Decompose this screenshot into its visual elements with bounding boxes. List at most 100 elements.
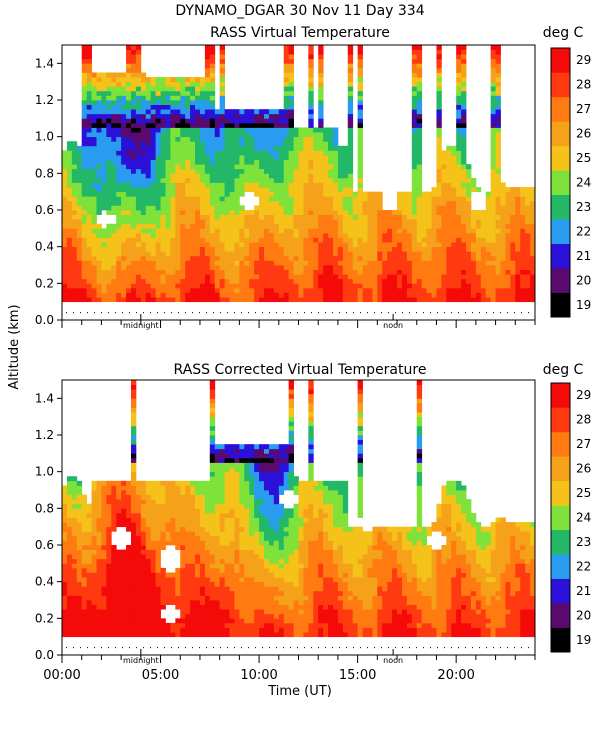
heatmap-cell bbox=[106, 517, 112, 523]
heatmap-cell bbox=[515, 242, 521, 248]
heatmap-cell bbox=[357, 214, 363, 220]
heatmap-cell bbox=[234, 219, 240, 225]
heatmap-cell bbox=[126, 508, 132, 514]
heatmap-cell bbox=[337, 283, 344, 289]
heatmap-cell bbox=[214, 196, 221, 202]
heatmap-cell bbox=[121, 577, 127, 583]
heatmap-cell bbox=[81, 109, 88, 115]
heatmap-cell bbox=[135, 512, 142, 518]
heatmap-cell bbox=[515, 196, 521, 202]
heatmap-cell bbox=[446, 205, 452, 211]
heatmap-cell bbox=[332, 297, 339, 303]
heatmap-cell bbox=[195, 177, 201, 183]
heatmap-cell bbox=[130, 292, 137, 298]
heatmap-cell bbox=[66, 159, 73, 165]
heatmap-cell bbox=[106, 627, 112, 633]
heatmap-cell bbox=[116, 265, 122, 270]
heatmap-cell bbox=[91, 177, 97, 183]
heatmap-cell bbox=[411, 67, 418, 73]
heatmap-cell bbox=[254, 269, 260, 275]
heatmap-cell bbox=[150, 122, 157, 128]
heatmap-cell bbox=[456, 219, 462, 225]
heatmap-cell bbox=[199, 581, 206, 587]
heatmap-cell bbox=[352, 200, 359, 206]
heatmap-cell bbox=[62, 255, 68, 261]
heatmap-cell bbox=[515, 219, 521, 225]
heatmap-cell bbox=[436, 67, 442, 73]
heatmap-cell bbox=[91, 586, 97, 592]
heatmap-cell bbox=[71, 526, 78, 532]
heatmap-cell bbox=[495, 173, 501, 179]
heatmap-cell bbox=[170, 265, 176, 270]
heatmap-cell bbox=[495, 177, 501, 183]
heatmap-cell bbox=[175, 540, 181, 546]
heatmap-cell bbox=[195, 627, 201, 633]
heatmap-cell bbox=[229, 136, 235, 142]
heatmap-cell bbox=[180, 155, 186, 160]
heatmap-cell bbox=[219, 168, 225, 174]
heatmap-cell bbox=[224, 297, 230, 303]
heatmap-cell bbox=[288, 81, 294, 87]
heatmap-cell bbox=[357, 81, 363, 87]
heatmap-cell bbox=[195, 297, 201, 303]
heatmap-cell bbox=[175, 517, 181, 523]
heatmap-cell bbox=[121, 512, 127, 518]
heatmap-cell bbox=[244, 246, 250, 252]
heatmap-cell bbox=[140, 618, 147, 624]
heatmap-cell bbox=[259, 214, 265, 220]
heatmap-cell bbox=[431, 223, 437, 229]
heatmap-cell bbox=[165, 141, 171, 147]
heatmap-cell bbox=[140, 283, 147, 289]
heatmap-cell bbox=[337, 232, 344, 238]
heatmap-cell bbox=[244, 109, 250, 115]
heatmap-cell bbox=[401, 214, 408, 220]
heatmap-cell bbox=[155, 122, 161, 128]
heatmap-cell bbox=[175, 246, 181, 252]
heatmap-cell bbox=[106, 246, 112, 252]
heatmap-cell bbox=[204, 526, 211, 532]
heatmap-cell bbox=[130, 187, 137, 193]
heatmap-cell bbox=[199, 494, 206, 500]
heatmap-cell bbox=[372, 210, 378, 215]
heatmap-cell bbox=[96, 531, 102, 537]
heatmap-cell bbox=[234, 274, 240, 280]
heatmap-cell bbox=[81, 122, 88, 128]
heatmap-cell bbox=[86, 512, 92, 518]
heatmap-cell bbox=[160, 141, 166, 147]
heatmap-cell bbox=[81, 164, 88, 170]
heatmap-cell bbox=[199, 567, 206, 573]
heatmap-cell bbox=[185, 196, 191, 202]
heatmap-cell bbox=[111, 265, 117, 270]
heatmap-cell bbox=[273, 122, 280, 128]
heatmap-cell bbox=[510, 223, 516, 229]
heatmap-cell bbox=[357, 155, 363, 160]
heatmap-cell bbox=[180, 269, 186, 275]
heatmap-cell bbox=[185, 200, 191, 206]
heatmap-cell bbox=[195, 150, 201, 156]
heatmap-cell bbox=[86, 67, 92, 73]
heatmap-cell bbox=[170, 622, 176, 628]
heatmap-cell bbox=[505, 228, 511, 234]
heatmap-cell bbox=[308, 86, 314, 92]
heatmap-cell bbox=[264, 274, 270, 280]
heatmap-cell bbox=[505, 283, 511, 289]
heatmap-cell bbox=[145, 242, 152, 248]
heatmap-cell bbox=[185, 632, 191, 638]
heatmap-cell bbox=[313, 255, 319, 261]
heatmap-cell bbox=[367, 196, 373, 202]
heatmap-cell bbox=[411, 113, 418, 119]
heatmap-cell bbox=[126, 563, 132, 569]
heatmap-cell bbox=[106, 164, 112, 170]
heatmap-cell bbox=[293, 182, 299, 188]
heatmap-cell bbox=[126, 251, 132, 257]
heatmap-cell bbox=[219, 109, 225, 115]
heatmap-cell bbox=[239, 237, 245, 243]
heatmap-cell bbox=[126, 558, 132, 564]
heatmap-cell bbox=[475, 237, 482, 243]
heatmap-cell bbox=[421, 223, 428, 229]
heatmap-cell bbox=[293, 150, 299, 156]
heatmap-cell bbox=[357, 182, 363, 188]
heatmap-cell bbox=[278, 136, 285, 142]
heatmap-cell bbox=[470, 265, 477, 270]
heatmap-cell bbox=[273, 242, 280, 248]
